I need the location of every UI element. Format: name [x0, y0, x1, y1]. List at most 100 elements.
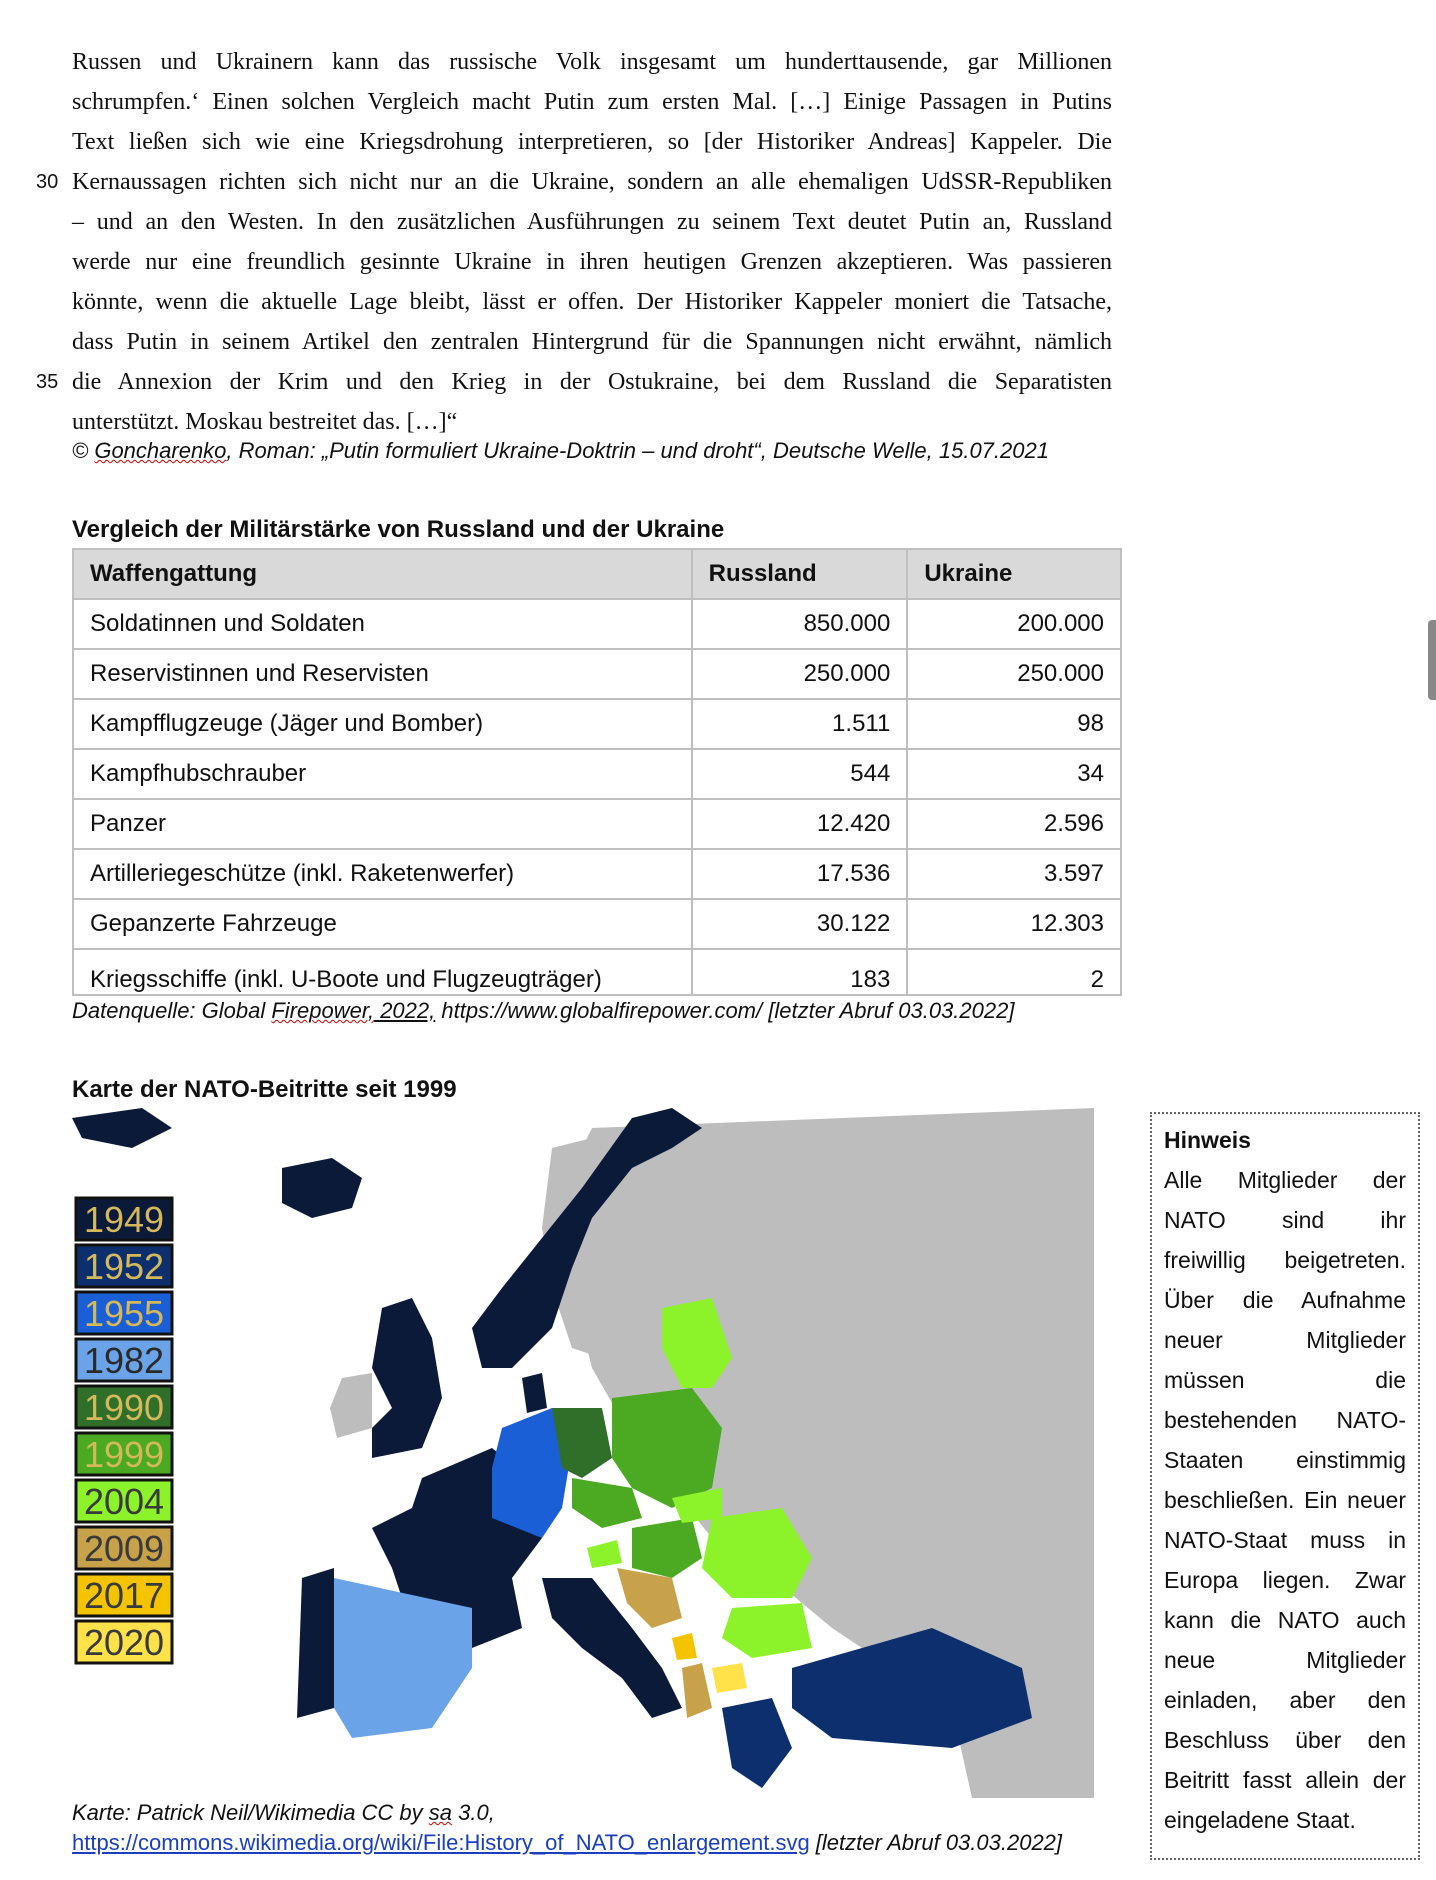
legend-year: 1999	[84, 1434, 164, 1475]
hint-line: eingeladene Staat.	[1164, 1807, 1356, 1833]
russland-value: 250.000	[690, 649, 909, 700]
russland-value: 850.000	[690, 599, 909, 650]
ukraine-value: 12.303	[906, 899, 1122, 950]
russland-value: 544	[690, 749, 909, 800]
map-region-1955	[492, 1408, 572, 1538]
map-region-1999	[612, 1388, 722, 1508]
article-source: © Goncharenko, Roman: „Putin formuliert …	[72, 438, 1049, 464]
legend-year: 1949	[84, 1199, 164, 1240]
row-label: Kriegsschiffe (inkl. U-Boote und Flugzeu…	[72, 949, 693, 996]
table-row: Soldatinnen und Soldaten 850.000 200.000	[72, 599, 1122, 650]
map-region-2004	[662, 1298, 732, 1388]
legend-entry-2009: 2009	[74, 1525, 174, 1571]
map-region-2009	[682, 1663, 712, 1718]
table-source: Datenquelle: Global Firepower, 2022, htt…	[72, 998, 1014, 1024]
article-line: unterstützt. Moskau bestreitet das. […]“	[72, 409, 458, 435]
ukraine-value: 200.000	[906, 599, 1122, 650]
article-line: dass Putin in seinem Artikel den zentral…	[72, 329, 1112, 355]
source-year: 2022,	[374, 998, 436, 1023]
legend-swatch	[74, 1243, 174, 1289]
legend-swatch	[74, 1478, 174, 1524]
map-region-2017	[672, 1633, 697, 1660]
hint-line: Alle Mitglieder der	[1164, 1167, 1406, 1193]
article-line: werde nur eine freundlich gesinnte Ukrai…	[72, 249, 1112, 275]
legend-year: 1982	[84, 1340, 164, 1381]
map-region-2020	[712, 1663, 747, 1693]
hint-line: Beschluss über den	[1164, 1727, 1406, 1753]
hint-line: Staaten einstimmig	[1164, 1447, 1406, 1473]
russland-value: 183	[690, 949, 909, 996]
column-header: Ukraine	[906, 548, 1122, 600]
article-line: Kernaussagen richten sich nicht nur an d…	[72, 169, 1112, 195]
legend-year: 1952	[84, 1246, 164, 1287]
article-line: die Annexion der Krim und den Krieg in d…	[72, 369, 1112, 395]
ukraine-value: 3.597	[906, 849, 1122, 900]
side-scroll-tab[interactable]	[1428, 620, 1436, 700]
line-number: 35	[36, 371, 59, 393]
map-region-2004	[702, 1508, 812, 1598]
legend-swatch	[74, 1337, 174, 1383]
legend-year: 2017	[84, 1575, 164, 1616]
military-comparison-table: Waffengattung Russland Ukraine Soldatinn…	[72, 548, 1122, 996]
legend-entry-2017: 2017	[74, 1572, 174, 1618]
map-region-1949	[372, 1298, 442, 1458]
russland-value: 12.420	[690, 799, 909, 850]
caption-sa: sa	[428, 1800, 453, 1825]
article-line: schrumpfen.‘ Einen solchen Vergleich mac…	[72, 89, 1112, 115]
hint-text: Alle Mitglieder der NATO sind ihr freiwill…	[1164, 1160, 1406, 1840]
legend-entry-1955: 1955	[74, 1290, 174, 1336]
hint-line: bestehenden NATO-	[1164, 1407, 1406, 1433]
wikimedia-link[interactable]: https://commons.wikimedia.org/wiki/File:…	[72, 1830, 810, 1855]
ukraine-value: 250.000	[906, 649, 1122, 700]
map-region-nonmember	[552, 1108, 1094, 1798]
table-row: Panzer 12.420 2.596	[72, 799, 1122, 850]
article-line: Russen und Ukrainern kann das russische …	[72, 49, 1112, 75]
russland-value: 1.511	[690, 699, 909, 750]
source-firepower: Firepower,	[271, 998, 375, 1023]
legend-year: 1990	[84, 1387, 164, 1428]
row-label: Panzer	[72, 799, 693, 850]
legend-year: 2004	[84, 1481, 164, 1522]
legend-swatch	[74, 1196, 174, 1242]
legend-swatch	[74, 1290, 174, 1336]
legend-year: 2009	[84, 1528, 164, 1569]
map-region-1949	[282, 1158, 362, 1218]
map-region-1949	[522, 1373, 547, 1413]
map-region-nonmember	[542, 1128, 672, 1358]
map-region-nonmember	[330, 1373, 372, 1438]
ukraine-value: 98	[906, 699, 1122, 750]
map-region-2004	[587, 1540, 622, 1568]
nato-enlargement-map: 1949 1952 1955 1982 1990 1999 2004 2009 2017 2020	[72, 1108, 1094, 1798]
legend-swatch	[74, 1572, 174, 1618]
map-region-1999	[572, 1478, 642, 1528]
legend-swatch	[74, 1384, 174, 1430]
table-row: Reservistinnen und Reservisten 250.000 250…	[72, 649, 1122, 700]
hint-line: Beitritt fasst allein der	[1164, 1767, 1406, 1793]
table-header-row: Waffengattung Russland Ukraine	[72, 548, 1122, 600]
russland-value: 30.122	[690, 899, 909, 950]
ukraine-value: 34	[906, 749, 1122, 800]
legend-entry-2020: 2020	[74, 1619, 174, 1665]
hint-line: Europa liegen. Zwar	[1164, 1567, 1406, 1593]
legend-year: 1955	[84, 1293, 164, 1334]
map-region-1952	[722, 1698, 792, 1788]
column-header: Waffengattung	[72, 548, 693, 600]
hint-line: kann die NATO auch	[1164, 1607, 1406, 1633]
map-heading: Karte der NATO-Beitritte seit 1999	[72, 1076, 457, 1103]
legend-swatch	[74, 1619, 174, 1665]
caption-rest: 3.0,	[452, 1800, 495, 1825]
map-region-1949	[72, 1108, 172, 1148]
hint-line: müssen die	[1164, 1367, 1406, 1393]
table-row: Artilleriegeschütze (inkl. Raketenwerfer…	[72, 849, 1122, 900]
hint-line: einladen, aber den	[1164, 1687, 1406, 1713]
row-label: Kampfflugzeuge (Jäger und Bomber)	[72, 699, 693, 750]
hint-line: NATO sind ihr	[1164, 1207, 1406, 1233]
hint-line: neue Mitglieder	[1164, 1647, 1406, 1673]
ukraine-value: 2	[906, 949, 1122, 996]
hint-line: beschließen. Ein neuer	[1164, 1487, 1406, 1513]
legend-entry-1982: 1982	[74, 1337, 174, 1383]
map-legend: 1949 1952 1955 1982 1990 1999 2004 2009 2017 2020	[74, 1196, 174, 1665]
legend-swatch	[74, 1431, 174, 1477]
table-row: Kriegsschiffe (inkl. U-Boote und Flugzeu…	[72, 949, 1122, 996]
